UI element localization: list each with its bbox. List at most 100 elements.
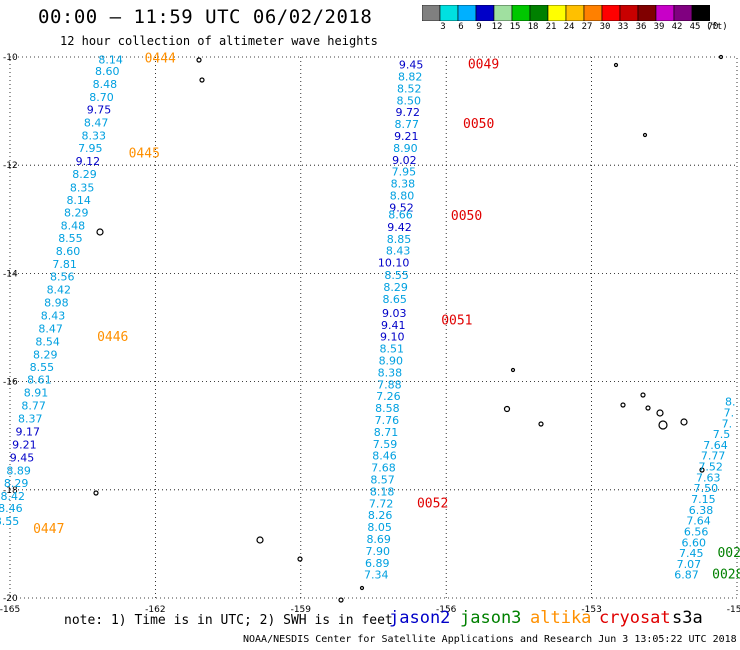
island-outline <box>680 418 688 426</box>
wave-height-label: 8.55 <box>30 361 55 374</box>
legend-cryosat: cryosat <box>599 608 671 628</box>
wave-height-label: 7.68 <box>371 462 396 475</box>
wave-height-label: 8.66 <box>388 208 413 221</box>
colorbar-label: 3 <box>440 22 446 32</box>
colorbar-label: 36 <box>635 22 647 32</box>
series-jason3: 8.7.7.7.57.647.777.527.637.507.156.387.6… <box>674 396 740 583</box>
wave-height-label: 8.55 <box>0 515 19 528</box>
colorbar-label: 39 <box>653 22 665 32</box>
island-outline <box>699 467 705 473</box>
wave-height-label: 9.45 <box>399 59 424 72</box>
wave-height-label: 7.52 <box>698 461 723 474</box>
wave-height-label: 8.57 <box>370 474 395 487</box>
wave-height-label: 9.75 <box>87 103 112 116</box>
island-outline <box>196 57 202 63</box>
y-tick-label: -20 <box>3 594 18 604</box>
wave-height-label: 9.42 <box>387 221 412 234</box>
colorbar-swatch <box>691 5 710 21</box>
wave-height-label: 8.38 <box>391 178 416 191</box>
wave-height-label: 7. <box>722 417 733 430</box>
wave-height-label: 6.56 <box>684 525 709 538</box>
colorbar-label: 70 <box>707 22 719 32</box>
island-outline <box>645 405 651 411</box>
wave-height-label: 8.29 <box>33 349 58 362</box>
wave-height-label: 8.55 <box>384 269 409 282</box>
island-outline <box>718 54 724 60</box>
wave-height-label: 7.72 <box>369 497 394 510</box>
wave-height-label: 8.43 <box>386 245 411 258</box>
wave-height-label: 7.5 <box>713 428 731 441</box>
wave-height-label: 7.26 <box>376 390 401 403</box>
wave-height-label: 8.46 <box>0 502 23 515</box>
wave-height-label: 7.45 <box>679 547 704 560</box>
time-stamp-label: 0050 <box>451 209 482 224</box>
wave-height-label: 8.38 <box>378 366 403 379</box>
x-tick-label: -150 <box>727 605 740 615</box>
footer-credit: NOAA/NESDIS Center for Satellite Applica… <box>243 634 737 645</box>
wave-height-label: 7.59 <box>373 438 398 451</box>
legend-s3a: s3a <box>672 608 703 628</box>
time-stamp-label: 0050 <box>463 117 494 132</box>
island-outlines <box>93 54 724 603</box>
wave-height-label: 7.81 <box>52 258 77 271</box>
wave-height-label: 7.64 <box>703 439 728 452</box>
wave-height-label: 8.47 <box>38 323 63 336</box>
colorbar-label: 6 <box>458 22 464 32</box>
footer-note: note: 1) Time is in UTC; 2) SWH is in fe… <box>64 613 393 628</box>
wave-height-label: 8.29 <box>72 168 97 181</box>
wave-height-label: 8.18 <box>370 485 395 498</box>
time-stamp-label: 0447 <box>33 522 64 537</box>
colorbar-label: 18 <box>527 22 539 32</box>
island-outline <box>656 409 664 417</box>
wave-height-label: 9.17 <box>16 425 41 438</box>
wave-height-label: 9.10 <box>380 331 405 344</box>
time-stamp-label: 0446 <box>97 330 128 345</box>
wave-height-label: 6.38 <box>689 504 714 517</box>
wave-height-label: 7.76 <box>375 414 400 427</box>
wave-height-label: 8.14 <box>66 194 91 207</box>
wave-height-label: 8.37 <box>18 412 43 425</box>
wave-height-label: 7.34 <box>364 569 389 582</box>
wave-height-label: 9.02 <box>392 154 417 167</box>
wave-height-label: 8.33 <box>81 129 106 142</box>
wave-height-label: 8.91 <box>24 386 49 399</box>
colorbar-label: 30 <box>599 22 611 32</box>
wave-height-label: 7.15 <box>691 493 716 506</box>
y-tick-label: -16 <box>3 378 18 388</box>
time-stamp-label: 0028 <box>712 568 740 583</box>
wave-height-label: 7.77 <box>701 450 726 463</box>
wave-height-label: 8.80 <box>390 189 415 202</box>
wave-height-label: 9.52 <box>389 201 414 214</box>
wave-height-label: 8.51 <box>380 343 405 356</box>
y-tick-label: -14 <box>3 269 18 279</box>
wave-height-label: 10.10 <box>378 257 410 270</box>
colorbar-label: 9 <box>476 22 482 32</box>
wave-height-label: 6.87 <box>674 569 699 582</box>
island-outline <box>503 405 511 413</box>
wave-height-label: 8.70 <box>89 91 114 104</box>
wave-height-label: 9.41 <box>381 319 406 332</box>
wave-height-label: 8.61 <box>27 373 52 386</box>
wave-height-label: 7.07 <box>677 558 702 571</box>
wave-height-label: 8.35 <box>70 181 95 194</box>
wave-height-label: 8.69 <box>366 533 391 546</box>
wave-height-label: 9.21 <box>12 438 37 451</box>
wave-height-label: 9.72 <box>396 106 421 119</box>
legend-jason2: jason2 <box>389 608 451 628</box>
x-tick-label: -156 <box>436 605 457 615</box>
wave-height-label: 8.42 <box>47 284 72 297</box>
wave-height-label: 9.21 <box>394 130 419 143</box>
wave-height-label: 8.54 <box>35 336 60 349</box>
wave-height-label: 8.90 <box>379 355 404 368</box>
wave-height-label: 8.55 <box>58 232 83 245</box>
wave-height-label: 7.90 <box>365 545 390 558</box>
wave-height-label: 8.29 <box>4 477 29 490</box>
x-tick-label: -153 <box>581 605 601 615</box>
colorbar <box>422 5 710 21</box>
wave-height-label: 8.14 <box>98 54 123 67</box>
colorbar-label: 42 <box>671 22 683 32</box>
legend-jason3: jason3 <box>460 608 522 628</box>
wave-height-label: 8.60 <box>56 245 81 258</box>
wave-height-label: 8.29 <box>383 281 408 294</box>
